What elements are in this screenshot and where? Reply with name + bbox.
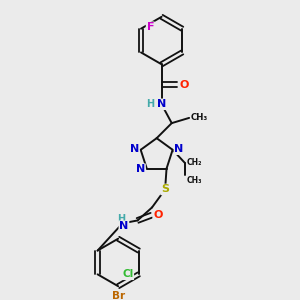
- Text: N: N: [157, 99, 166, 109]
- Text: H: H: [146, 99, 154, 109]
- Text: F: F: [146, 22, 154, 32]
- Text: N: N: [136, 164, 145, 174]
- Text: S: S: [161, 184, 169, 194]
- Text: O: O: [153, 210, 163, 220]
- Text: CH₃: CH₃: [186, 176, 202, 185]
- Text: N: N: [119, 221, 129, 231]
- Text: H: H: [117, 214, 125, 224]
- Text: N: N: [174, 144, 184, 154]
- Text: Br: Br: [112, 291, 125, 300]
- Text: CH₂: CH₂: [186, 158, 202, 167]
- Text: Cl: Cl: [122, 269, 133, 279]
- Text: N: N: [130, 144, 139, 154]
- Text: CH₃: CH₃: [191, 113, 208, 122]
- Text: O: O: [179, 80, 189, 90]
